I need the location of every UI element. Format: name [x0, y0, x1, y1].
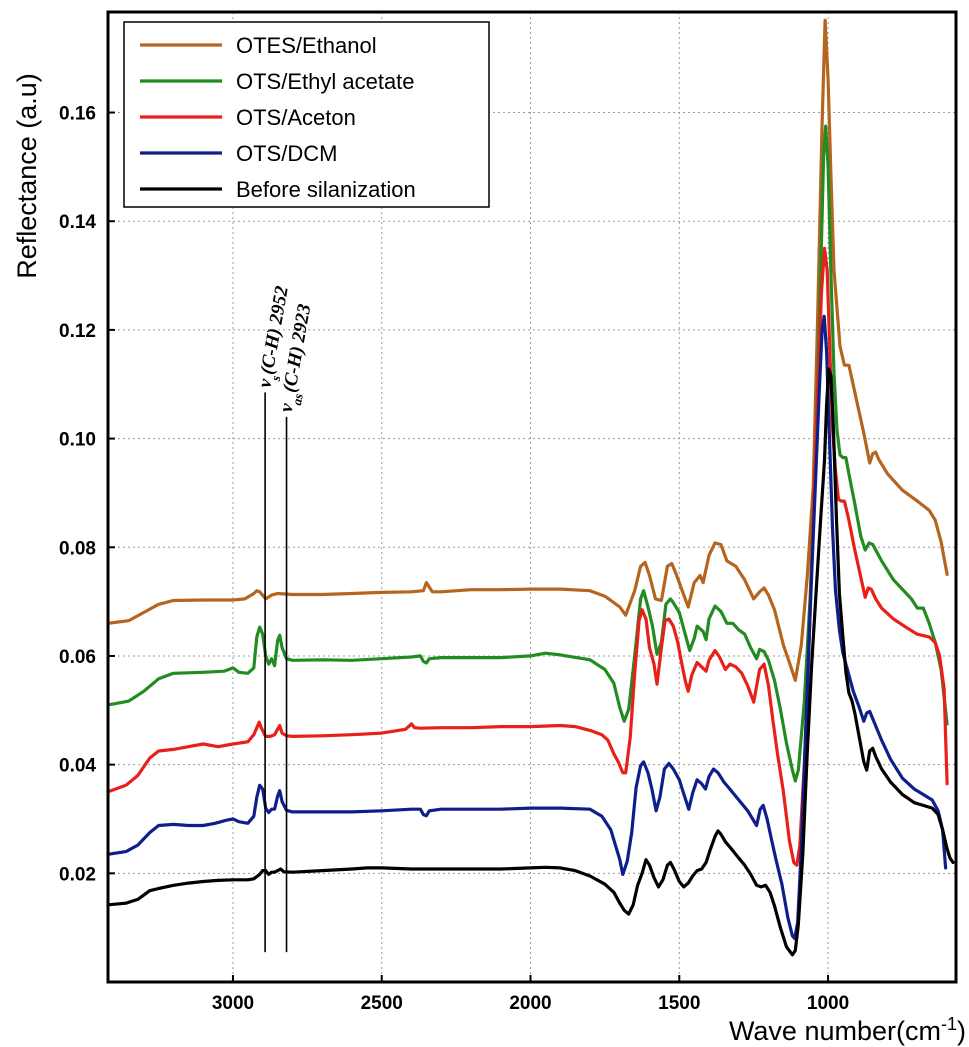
legend-label-before-silanization: Before silanization [236, 177, 416, 202]
legend: OTES/Ethanol OTS/Ethyl acetate OTS/Aceton O… [123, 21, 490, 208]
y-tick-label: 0.02 [59, 864, 96, 885]
x-tick-label: 1000 [807, 993, 849, 1014]
y-tick-label: 0.10 [59, 430, 96, 451]
grid [108, 12, 956, 982]
legend-label-ots-aceton: OTS/Aceton [236, 105, 356, 130]
series-line-ots-ethyl-acetate [106, 124, 949, 783]
y-axis-title: Reflectance (a.u) [12, 73, 42, 279]
legend-label-otes-ethanol: OTES/Ethanol [236, 33, 377, 58]
y-tick-label: 0.04 [59, 756, 96, 777]
series-group [106, 18, 955, 957]
y-tick-label: 0.12 [59, 321, 96, 342]
x-tick-label: 1500 [658, 993, 700, 1014]
legend-label-ots-dcm: OTS/DCM [236, 141, 337, 166]
y-axis: 0.02 0.04 0.06 0.08 0.10 0.12 0.14 0.16 [59, 104, 115, 885]
y-tick-label: 0.06 [59, 647, 96, 668]
x-axis: 3000 2500 2000 1500 1000 [212, 975, 849, 1014]
x-axis-title: Wave number(cm-1) [729, 1014, 966, 1046]
series-line-ots-aceton [106, 246, 949, 867]
y-tick-label: 0.08 [59, 538, 96, 559]
x-tick-label: 3000 [212, 993, 254, 1014]
legend-label-ots-ethyl-acetate: OTS/Ethyl acetate [236, 69, 415, 94]
y-tick-label: 0.14 [59, 212, 96, 233]
x-tick-label: 2500 [361, 993, 403, 1014]
series-line-ots-dcm [106, 314, 948, 941]
series-line-before-silanization [106, 367, 955, 957]
y-tick-label: 0.16 [59, 104, 96, 125]
plot-frame [106, 10, 958, 984]
series-line-otes-ethanol [106, 18, 949, 682]
x-tick-label: 2000 [509, 993, 551, 1014]
legend-box [123, 21, 490, 208]
